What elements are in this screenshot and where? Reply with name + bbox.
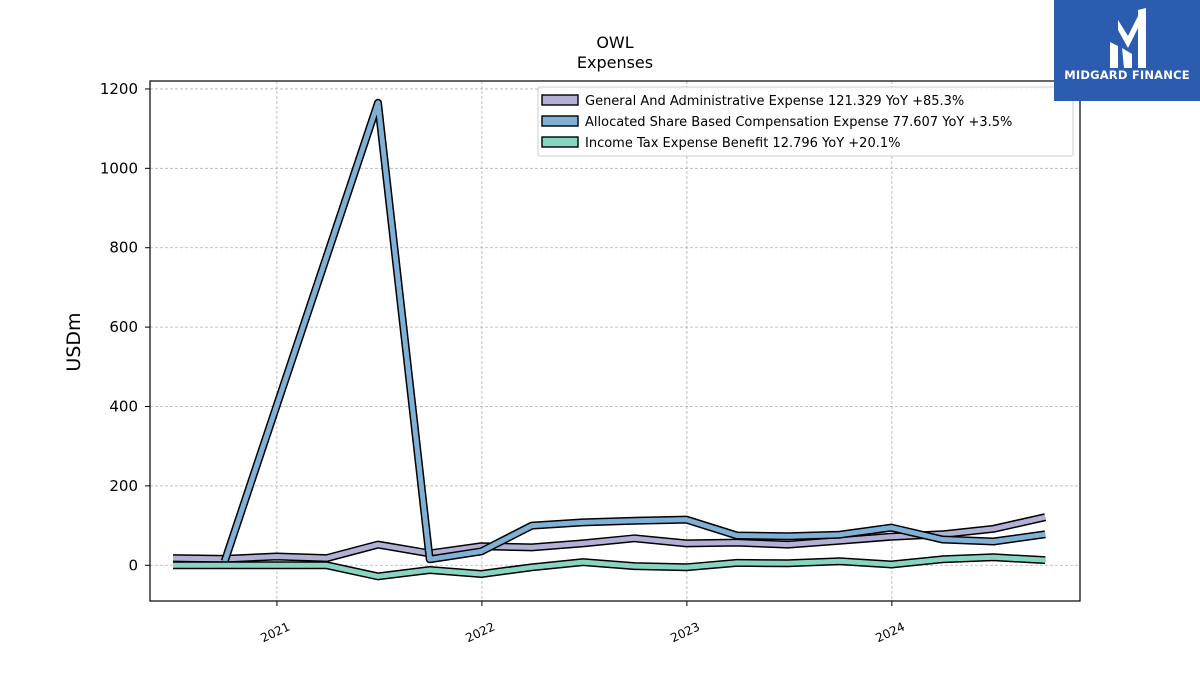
legend-item: Income Tax Expense Benefit 12.796 YoY +2…	[541, 136, 900, 151]
legend-label: Allocated Share Based Compensation Expen…	[585, 115, 1012, 130]
x-tick-label: 2023	[668, 620, 702, 646]
series-core	[172, 514, 1046, 562]
series-core	[222, 100, 1046, 563]
y-tick-label: 1000	[100, 159, 138, 177]
series-3-line	[173, 553, 1046, 581]
series-layer	[172, 98, 1047, 581]
plot-frame	[149, 80, 1081, 602]
y-tick-label: 600	[109, 318, 138, 336]
midgard-finance-logo: MIDGARD FINANCE	[1054, 0, 1200, 101]
legend: General And Administrative Expense 121.3…	[537, 86, 1074, 157]
series-outline	[220, 98, 1046, 564]
x-tick-label: 2021	[258, 620, 292, 646]
logo-mark-icon	[1110, 8, 1146, 68]
x-tick-label: 2022	[463, 620, 497, 646]
logo-text: MIDGARD FINANCE	[1064, 68, 1190, 82]
y-axis-label: USDm	[63, 312, 85, 371]
legend-label: General And Administrative Expense 121.3…	[585, 94, 964, 109]
legend-label: Income Tax Expense Benefit 12.796 YoY +2…	[585, 136, 900, 151]
y-tick-label: 0	[128, 556, 138, 574]
series-1-line	[172, 513, 1047, 563]
legend-item: General And Administrative Expense 121.3…	[541, 94, 964, 109]
series-2-line	[220, 98, 1046, 564]
x-tick-label: 2024	[873, 620, 907, 646]
chart-subtitle: Expenses	[577, 53, 653, 72]
legend-swatch	[541, 136, 579, 148]
legend-item: Allocated Share Based Compensation Expen…	[541, 115, 1012, 130]
chart-title: OWL	[596, 33, 633, 52]
y-tick-label: 800	[109, 239, 138, 257]
legend-box	[537, 86, 1074, 157]
legend-swatch	[541, 115, 579, 127]
y-tick-label: 200	[109, 477, 138, 495]
y-tick-label: 400	[109, 397, 138, 415]
series-core	[173, 554, 1046, 579]
legend-swatch	[541, 94, 579, 106]
y-tick-label: 1200	[100, 80, 138, 98]
